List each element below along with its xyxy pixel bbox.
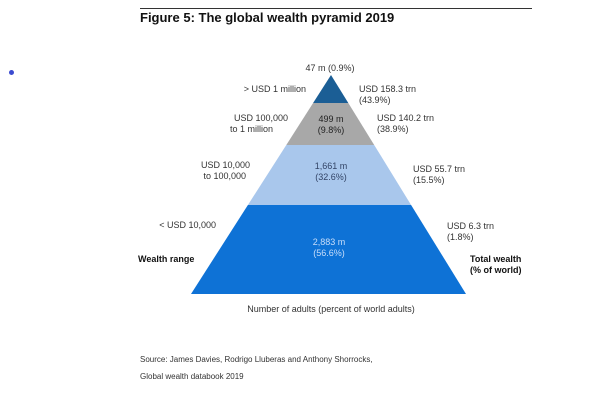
wealth-label-tier-2-line1: USD 55.7 trn <box>413 164 465 174</box>
range-label-tier-3: < USD 10,000 <box>159 220 216 230</box>
range-label-tier-2-line1: USD 10,000 <box>201 160 250 170</box>
tier-shape-top <box>313 75 349 103</box>
source-line-2: Global wealth databook 2019 <box>140 372 244 381</box>
x-axis-label: Number of adults (percent of world adult… <box>247 304 415 314</box>
wealth-label-tier-1-line2: (38.9%) <box>377 124 409 134</box>
total-wealth-axis-sublabel: (% of world) <box>470 265 522 275</box>
wealth-label-tier-1-line1: USD 140.2 trn <box>377 113 434 123</box>
total-wealth-axis-label: Total wealth <box>470 254 521 264</box>
inside-pct-tier-3: (56.6%) <box>313 248 345 258</box>
tier-shape-base <box>191 205 466 294</box>
source-note: Source: James Davies, Rodrigo Lluberas a… <box>140 351 373 385</box>
figure-title: Figure 5: The global wealth pyramid 2019 <box>140 10 395 25</box>
inside-adults-tier-3: 2,883 m <box>313 237 346 247</box>
range-label-tier-1-line2: to 1 million <box>230 124 273 134</box>
inside-adults-tier-1: 499 m <box>318 114 343 124</box>
wealth-label-tier-3-line2: (1.8%) <box>447 232 474 242</box>
range-label-tier-1-line1: USD 100,000 <box>234 113 288 123</box>
wealth-label-tier-0-line2: (43.9%) <box>359 95 391 105</box>
bullet-marker <box>9 70 14 75</box>
wealth-range-axis-label: Wealth range <box>138 254 194 264</box>
source-line-1: Source: James Davies, Rodrigo Lluberas a… <box>140 355 373 364</box>
tier-shape-third <box>247 145 412 205</box>
inside-pct-tier-1: (9.8%) <box>318 125 345 135</box>
range-label-tier-0: > USD 1 million <box>244 84 306 94</box>
title-rule <box>140 8 532 33</box>
wealth-label-tier-0-line1: USD 158.3 trn <box>359 84 416 94</box>
wealth-label-tier-2-line2: (15.5%) <box>413 175 445 185</box>
range-label-tier-2-line2: to 100,000 <box>203 171 246 181</box>
top-tier-adults-label: 47 m (0.9%) <box>305 63 354 73</box>
inside-adults-tier-2: 1,661 m <box>315 161 348 171</box>
tier-shape-second <box>286 103 375 145</box>
inside-pct-tier-2: (32.6%) <box>315 172 347 182</box>
wealth-label-tier-3-line1: USD 6.3 trn <box>447 221 494 231</box>
